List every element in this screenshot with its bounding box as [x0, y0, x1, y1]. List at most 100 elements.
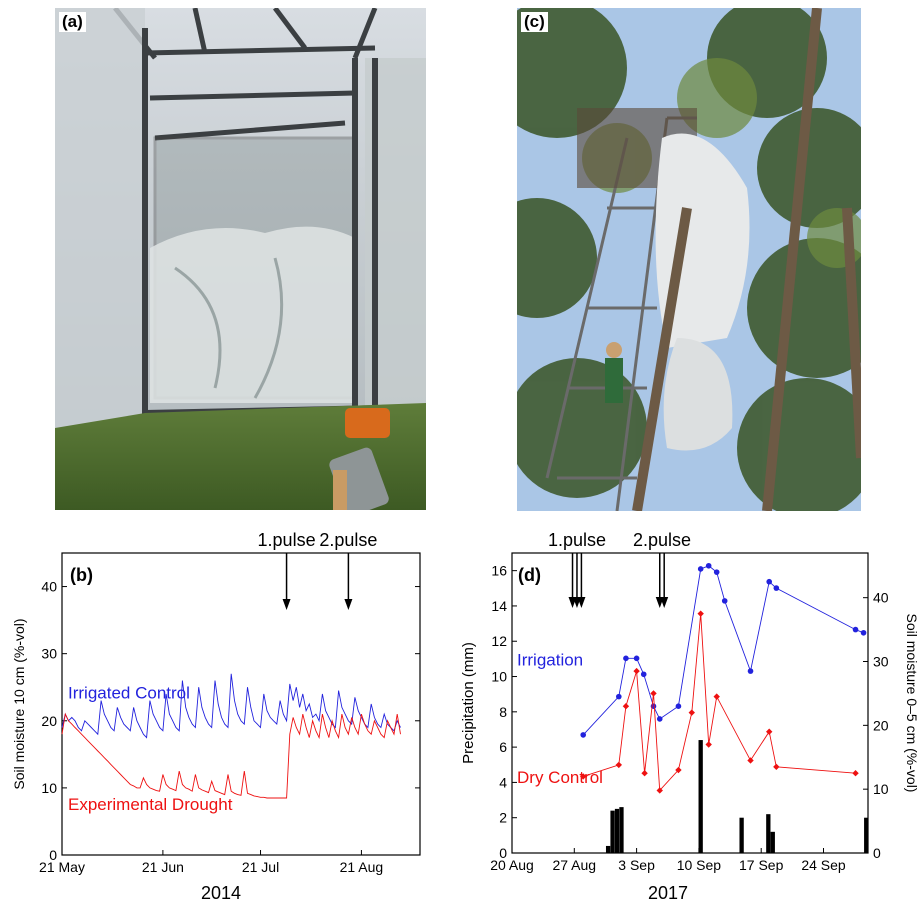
series-point-dry-control	[650, 690, 657, 697]
y-tick-label-d: 8	[499, 704, 507, 720]
series-point-dry-control	[705, 741, 712, 748]
y2-tick-label-d: 0	[873, 845, 881, 861]
series-point-dry-control	[688, 709, 695, 716]
series-point-irrigation	[852, 626, 859, 633]
pulse-label-b: 1.pulse	[258, 530, 316, 550]
y2-axis-title-d: Soil moisture 0–5 cm (%-vol)	[904, 614, 920, 793]
series-point-dry-control	[641, 770, 648, 777]
series-point-dry-control	[713, 693, 720, 700]
pulse-label-d: 1.pulse	[548, 530, 606, 550]
precip-bar	[766, 814, 771, 853]
y2-tick-label-d: 40	[873, 590, 889, 606]
series-point-dry-control	[747, 757, 754, 764]
series-point-irrigation	[656, 716, 663, 722]
series-point-dry-control	[633, 667, 640, 675]
series-point-irrigation	[860, 629, 867, 636]
y2-tick-label-d: 30	[873, 654, 889, 670]
series-point-irrigation	[623, 655, 629, 662]
pulse-arrow-b-head	[344, 599, 353, 610]
series-line-irrigation	[582, 565, 864, 736]
x-tick-label-d: 20 Aug	[490, 857, 534, 873]
pulse-arrow-d-head	[577, 597, 586, 608]
y-tick-label-b: 20	[41, 713, 57, 729]
y-tick-label-d: 14	[491, 598, 507, 614]
precip-bar	[614, 808, 620, 853]
series-point-dry-control	[656, 787, 663, 794]
series-point-irrigation	[773, 585, 780, 591]
series-point-irrigation	[675, 703, 682, 709]
y-tick-label-d: 12	[491, 633, 507, 649]
series-point-dry-control	[580, 773, 587, 780]
precip-bar	[739, 817, 744, 853]
y-axis-title-b: Soil moisture 10 cm (%-vol)	[11, 618, 27, 789]
x-tick-label-d: 3 Sep	[618, 857, 655, 873]
series-point-irrigation	[747, 668, 754, 674]
greenhouse-photo-drawing	[55, 8, 426, 510]
precip-bar	[698, 740, 703, 853]
series-label-irrigation: Irrigation	[517, 650, 583, 669]
y-tick-label-d: 4	[499, 774, 507, 790]
panel-label-b: (b)	[70, 565, 93, 585]
pulse-arrow-b-head	[282, 599, 291, 610]
y-tick-label-b: 0	[49, 847, 57, 863]
y-axis-title-d: Precipitation (mm)	[460, 642, 477, 764]
pulse-arrow-d-head	[568, 597, 577, 608]
series-point-irrigation	[697, 566, 704, 572]
plot-frame-d	[511, 552, 869, 854]
x-tick-label-d: 27 Aug	[552, 857, 596, 873]
series-label-experimental-drought: Experimental Drought	[68, 795, 233, 814]
series-point-dry-control	[766, 728, 773, 735]
x-tick-label-b: 21 Jun	[142, 859, 184, 875]
y-tick-label-b: 40	[41, 579, 57, 595]
series-point-dry-control	[697, 610, 704, 617]
panel-label-a: (a)	[59, 12, 86, 32]
series-point-irrigation	[633, 655, 640, 662]
greenhouse-photo: (a)	[55, 8, 426, 510]
precip-bar	[605, 845, 611, 853]
series-point-dry-control	[773, 763, 780, 771]
pulse-arrow-d-head	[660, 597, 669, 608]
y2-tick-label-d: 10	[873, 781, 889, 797]
series-label-dry-control: Dry Control	[517, 768, 603, 787]
y-tick-label-d: 16	[491, 563, 507, 579]
x-tick-label-d: 10 Sep	[677, 857, 722, 873]
series-point-dry-control	[675, 766, 682, 774]
pulse-arrow-d-head	[572, 597, 581, 608]
pulse-label-b: 2.pulse	[319, 530, 377, 550]
series-point-irrigation	[766, 578, 773, 585]
precip-bar	[619, 807, 624, 853]
series-line-irrigated-control	[61, 673, 401, 739]
x-axis-title-b: 2014	[201, 883, 241, 903]
tower-photo-drawing	[517, 8, 861, 511]
precip-bar	[610, 810, 615, 853]
series-point-irrigation	[705, 562, 712, 569]
pulse-label-d: 2.pulse	[633, 530, 691, 550]
y-tick-label-b: 30	[41, 646, 57, 662]
tower-photo: (c)	[517, 8, 861, 511]
series-label-irrigated-control: Irrigated Control	[68, 684, 190, 703]
y-tick-label-d: 6	[499, 739, 507, 755]
series-line-dry-control	[583, 613, 856, 792]
panel-label-d: (d)	[518, 565, 541, 585]
series-point-irrigation	[713, 569, 720, 575]
series-point-irrigation	[580, 732, 586, 738]
plot-frame-b	[61, 552, 421, 856]
x-tick-label-b: 21 Aug	[340, 859, 384, 875]
series-point-dry-control	[615, 761, 622, 769]
x-tick-label-b: 21 Jul	[242, 859, 279, 875]
panel-label-c: (c)	[521, 12, 548, 32]
y-tick-label-d: 0	[499, 845, 507, 861]
x-tick-label-d: 24 Sep	[801, 857, 846, 873]
pulse-arrow-d-head	[655, 597, 664, 608]
series-point-dry-control	[852, 770, 859, 777]
series-point-dry-control	[622, 702, 630, 710]
x-axis-title-d: 2017	[648, 883, 688, 903]
series-point-irrigation	[640, 671, 647, 678]
y-tick-label-d: 2	[499, 810, 507, 826]
series-point-irrigation	[616, 693, 622, 700]
series-point-irrigation	[721, 598, 728, 604]
y2-tick-label-d: 20	[873, 717, 889, 733]
precip-bar	[864, 817, 869, 853]
x-tick-label-b: 21 May	[39, 859, 85, 875]
y-tick-label-d: 10	[491, 669, 507, 685]
